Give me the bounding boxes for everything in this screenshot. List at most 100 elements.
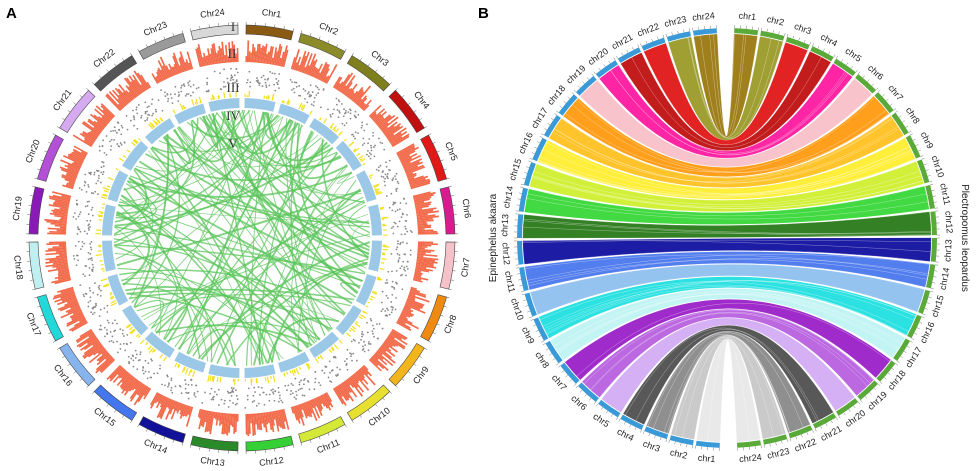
gene-density-bar [100, 358, 116, 374]
gc-content-point [405, 265, 408, 268]
right-tick [795, 436, 797, 440]
synteny-texture-line [681, 336, 784, 438]
gc-content-point [379, 141, 382, 144]
left-tick [567, 96, 571, 99]
right-chromosome-segment [788, 425, 813, 439]
gc-content-point [388, 206, 391, 209]
gene-density-bar [341, 75, 356, 94]
left-chromosome-segment [524, 292, 537, 317]
gene-density-bar [60, 217, 68, 220]
gc-content-point [295, 394, 298, 397]
gc-content-point [164, 384, 166, 387]
repeat-spike [323, 118, 328, 124]
gc-content-point [184, 387, 187, 390]
gene-density-bar [236, 47, 239, 63]
chromosome-tick [395, 385, 398, 388]
gc-content-point [382, 170, 384, 172]
synteny-link [114, 253, 178, 340]
repeat-spike [376, 278, 381, 281]
gc-content-point [184, 94, 187, 97]
gc-content-point [197, 86, 200, 89]
gene-density-bar [408, 175, 429, 184]
gene-density-bar [185, 405, 191, 417]
gc-content-point [331, 369, 334, 371]
gc-content-point [366, 321, 368, 324]
gc-content-point [399, 242, 402, 244]
gc-content-point [266, 78, 269, 81]
chromosome-label: Chr5 [443, 140, 460, 162]
gc-content-point [125, 342, 128, 345]
collinear-band [107, 170, 129, 202]
left-tick [586, 77, 590, 80]
repeat-spike [293, 368, 297, 374]
right-tick [928, 296, 932, 298]
gene-density-bar [54, 214, 68, 219]
synteny-link [348, 204, 371, 238]
gene-density-bar [66, 316, 86, 327]
gc-content-point [262, 74, 265, 77]
gc-content-point [209, 392, 212, 395]
gc-content-point [87, 213, 90, 216]
gc-content-point [388, 159, 391, 162]
chromosome-tick [154, 432, 157, 436]
repeat-spike [351, 325, 357, 330]
synteny-ribbon [582, 309, 874, 398]
gene-density-bar [375, 351, 394, 367]
gc-content-point [142, 372, 145, 375]
collinear-band [208, 98, 240, 112]
synteny-texture-line [546, 142, 916, 195]
gc-content-point [361, 124, 364, 127]
gc-content-point [321, 369, 324, 372]
synteny-ribbon [643, 42, 808, 145]
gene-density-bar [87, 132, 98, 140]
gc-content-point [130, 357, 133, 360]
gene-density-bar [56, 254, 67, 258]
repeat-spike [306, 362, 311, 369]
synteny-texture-line [557, 293, 902, 353]
gene-density-bar [56, 265, 69, 269]
chromosome-tick [367, 63, 370, 67]
chromosome-band [190, 24, 239, 41]
gene-density-bar [150, 392, 159, 406]
gene-density-bar [296, 404, 305, 426]
left-tick [671, 32, 673, 36]
gene-density-bar [49, 230, 67, 234]
gene-density-bar [123, 378, 138, 396]
gc-content-point [75, 264, 78, 267]
gc-content-point [83, 184, 86, 187]
repeat-spike [126, 324, 132, 329]
gene-density-bar [82, 342, 102, 358]
gene-density-bar [397, 319, 406, 325]
synteny-ribbon [564, 299, 891, 380]
gc-content-point [92, 192, 95, 195]
gc-content-point [159, 367, 161, 370]
gc-content-point [229, 399, 231, 402]
gc-content-point [330, 381, 333, 383]
repeat-spike [191, 99, 195, 106]
gene-density-bar [266, 51, 270, 64]
synteny-link [270, 262, 368, 363]
gene-density-bar [410, 286, 417, 291]
gc-content-point [147, 362, 150, 365]
gc-content-point [236, 398, 239, 401]
gene-density-bar [98, 352, 110, 362]
repeat-spike [150, 126, 154, 130]
gc-content-point [144, 112, 147, 115]
gc-content-point [405, 202, 408, 205]
gc-content-point [120, 143, 123, 146]
gene-density-bar [82, 120, 101, 135]
gc-content-point [388, 313, 391, 316]
right-tick [932, 195, 936, 197]
gc-content-point [397, 240, 399, 243]
gene-density-bar [282, 49, 289, 68]
gc-content-point [402, 241, 404, 244]
synteny-link [121, 277, 213, 363]
gc-content-point [231, 390, 233, 393]
gene-density-bar [309, 59, 318, 76]
gene-density-bar [388, 132, 402, 142]
chromosome-tick [86, 88, 89, 91]
gc-content-point [303, 383, 305, 386]
gc-content-point [79, 211, 82, 214]
repeat-spike [106, 185, 111, 188]
chromosome-tick [292, 28, 295, 32]
